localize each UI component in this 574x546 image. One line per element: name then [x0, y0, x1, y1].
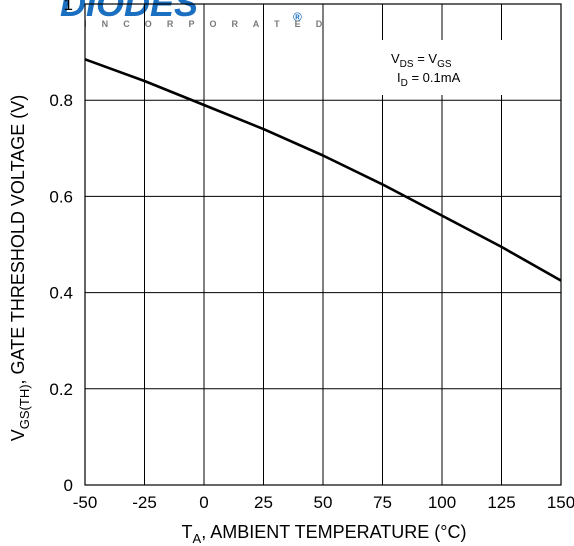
series: [84, 58, 562, 282]
annotation-id-main: I: [397, 70, 401, 85]
annotation-vds-sub: DS: [400, 59, 414, 70]
y-axis-label: VGS(TH), GATE THRESHOLD VOLTAGE (V): [8, 95, 32, 442]
y-tick-label: 0.4: [49, 284, 73, 303]
series-line-vgs-th: [84, 58, 562, 282]
annotation-line-1: VDS = VGS: [391, 51, 452, 70]
x-axis-label-rest: , AMBIENT TEMPERATURE (°C): [201, 522, 466, 542]
y-axis-label-main: V: [8, 429, 28, 441]
x-tick-label: 75: [373, 493, 392, 512]
annotation-vgs-sub: GS: [437, 59, 452, 70]
x-tick-label: 150: [547, 493, 574, 512]
annotation-eq-vgs: = V: [414, 51, 438, 66]
annotation-background: [378, 40, 508, 95]
y-tick-label: 0.6: [49, 187, 73, 206]
condition-annotation: VDS = VGS ID = 0.1mA: [378, 40, 508, 95]
x-tick-label: -50: [73, 493, 98, 512]
x-tick-label: 125: [487, 493, 515, 512]
annotation-id-sub: D: [401, 78, 408, 89]
y-tick-labels: 0 0.2 0.4 0.6 0.8 1: [49, 0, 73, 495]
x-tick-labels: -50 -25 0 25 50 75 100 125 150: [73, 493, 574, 512]
x-axis-label: TA, AMBIENT TEMPERATURE (°C): [182, 522, 467, 546]
x-tick-label: 0: [199, 493, 208, 512]
brand-subtitle: I N C O R P O R A T E D: [84, 19, 329, 29]
x-axis-label-main: T: [182, 522, 193, 542]
grid: [84, 3, 562, 486]
annotation-id-value: = 0.1mA: [408, 70, 461, 85]
x-tick-label: 100: [428, 493, 456, 512]
x-tick-label: 50: [314, 493, 333, 512]
y-tick-label: 0: [64, 476, 73, 495]
brand-registered: ®: [293, 10, 302, 24]
annotation-vds-main: V: [391, 51, 400, 66]
y-tick-label: 0.8: [49, 91, 73, 110]
plot-frame: [84, 3, 562, 486]
y-tick-label: 1: [64, 0, 73, 14]
y-axis-label-sub: GS(TH): [17, 384, 32, 429]
annotation-line-2: ID = 0.1mA: [397, 70, 461, 89]
x-axis-label-sub: A: [193, 531, 202, 546]
x-tick-label: -25: [132, 493, 157, 512]
x-tick-label: 25: [254, 493, 273, 512]
y-axis-label-rest: , GATE THRESHOLD VOLTAGE (V): [8, 95, 28, 385]
y-tick-label: 0.2: [49, 380, 73, 399]
